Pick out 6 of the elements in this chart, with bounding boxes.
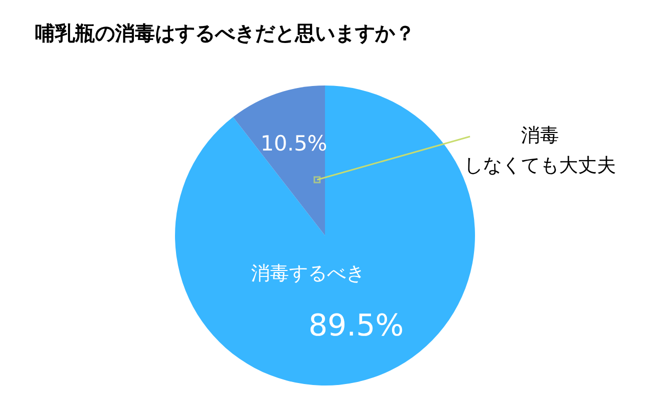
data-label: 89.5% <box>308 308 404 344</box>
data-label: 10.5% <box>260 132 328 156</box>
pie-slice <box>233 86 325 236</box>
chart-title: 哺乳瓶の消毒はするべきだと思いますか？ <box>35 21 415 45</box>
slice-label: 消毒するべき <box>250 262 365 284</box>
slice-label: 消毒しなくても大丈夫 <box>464 124 616 176</box>
